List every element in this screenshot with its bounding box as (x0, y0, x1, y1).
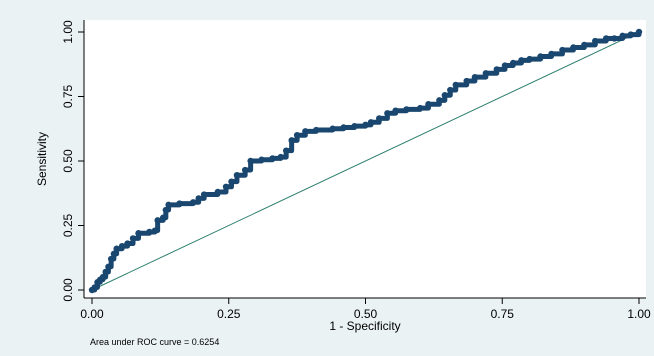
roc-point (129, 235, 137, 242)
roc-point (222, 183, 230, 190)
roc-point (559, 46, 566, 54)
roc-point (452, 81, 459, 89)
roc-point (611, 35, 618, 42)
roc-point (619, 32, 626, 40)
roc-point (482, 70, 490, 77)
y-tick-label: 0.00 (61, 278, 75, 302)
y-axis-title: Sensitivity (35, 132, 49, 186)
y-tick-label: 0.25 (61, 213, 75, 237)
roc-point (471, 73, 479, 81)
roc-point (537, 53, 544, 60)
roc-point (124, 240, 131, 247)
roc-point (384, 110, 391, 117)
roc-point (340, 124, 347, 131)
y-tick-label: 0.50 (61, 149, 75, 173)
roc-point (293, 132, 301, 139)
roc-point (329, 125, 336, 132)
y-axis-ticks: 0.00 0.25 0.50 0.75 1.00 (61, 20, 84, 302)
roc-point (635, 28, 643, 36)
y-tick-label: 1.00 (61, 20, 75, 44)
roc-point (367, 119, 375, 126)
roc-point (110, 250, 118, 258)
x-axis-title: 1 - Specificity (329, 319, 400, 333)
roc-point (277, 153, 284, 161)
y-tick-label: 0.75 (61, 84, 75, 108)
roc-point (518, 57, 525, 64)
roc-point (233, 171, 241, 179)
roc-point (375, 115, 383, 122)
x-tick-label: 0.50 (354, 307, 378, 321)
roc-point (189, 199, 197, 206)
roc-point (581, 41, 588, 49)
roc-point (436, 97, 443, 104)
roc-curve (88, 28, 643, 294)
roc-point (135, 230, 142, 237)
roc-point (313, 126, 320, 134)
roc-point (509, 59, 517, 67)
plot-area (84, 20, 646, 298)
roc-point (146, 228, 153, 236)
roc-point (403, 106, 410, 113)
roc-point (214, 188, 222, 196)
roc-point (425, 101, 432, 108)
roc-point (159, 214, 167, 221)
roc-point (154, 217, 161, 224)
roc-point (99, 273, 107, 281)
roc-point (107, 255, 115, 263)
roc-point (91, 284, 98, 291)
roc-point (447, 86, 454, 94)
roc-point (176, 200, 183, 207)
x-tick-label: 0.00 (80, 307, 104, 321)
roc-point (200, 191, 208, 198)
x-tick-label: 0.75 (491, 307, 515, 321)
roc-point (602, 35, 610, 42)
roc-point (302, 128, 309, 135)
roc-point (195, 195, 202, 202)
x-tick-label: 0.25 (217, 307, 241, 321)
roc-point (162, 206, 170, 214)
roc-point (118, 242, 126, 250)
x-tick-label: 1.00 (627, 307, 651, 321)
roc-point (570, 44, 577, 51)
roc-point (151, 227, 159, 234)
roc-point (627, 31, 634, 38)
roc-point (105, 263, 112, 270)
roc-point (165, 201, 172, 209)
roc-point (269, 155, 276, 162)
roc-point (548, 50, 555, 58)
roc-point (493, 66, 500, 73)
roc-point (417, 104, 424, 112)
roc-point (113, 245, 120, 252)
roc-point (463, 77, 470, 85)
roc-point (258, 156, 265, 163)
roc-point (288, 137, 295, 144)
roc-point (241, 166, 249, 174)
roc-point (526, 55, 533, 63)
roc-point (282, 147, 290, 154)
roc-point (441, 92, 449, 99)
x-axis-ticks: 0.00 0.25 0.50 0.75 1.00 (80, 298, 651, 321)
roc-point (247, 157, 254, 165)
roc-point (102, 268, 109, 276)
roc-point (362, 121, 369, 129)
reference-line (91, 31, 640, 291)
roc-point (351, 122, 358, 130)
roc-point (228, 178, 235, 185)
roc-point (592, 37, 599, 45)
roc-point (501, 62, 509, 69)
roc-point (392, 107, 399, 114)
auc-annotation: Area under ROC curve = 0.6254 (90, 337, 219, 347)
